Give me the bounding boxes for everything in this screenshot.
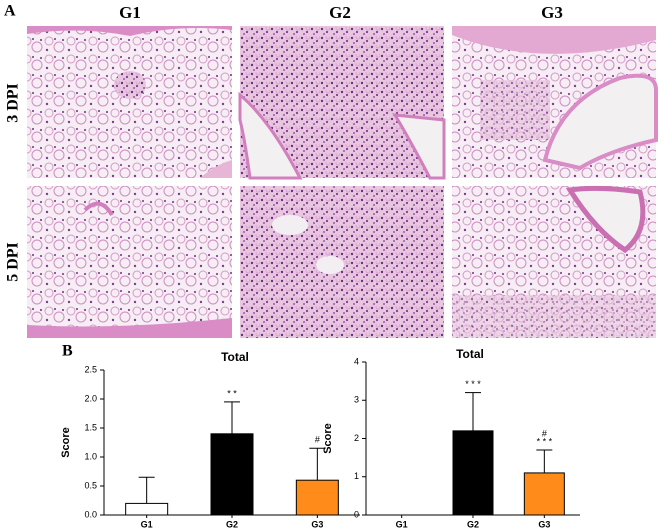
y-tick-label: 1 [354,471,359,481]
significance-mark: # [542,428,547,438]
y-tick-label: 4 [354,356,359,366]
infiltrate [452,295,656,338]
panel-label: A [4,3,16,20]
significance-mark: * * [227,388,237,398]
error-bar [465,392,481,431]
airway [238,91,303,180]
alveolus [272,215,308,235]
bar [210,433,254,516]
x-tick-label: G2 [226,519,238,529]
micrograph [27,186,232,338]
bar [452,430,494,516]
micrograph [27,26,232,178]
y-tick-label: 2.5 [84,364,97,374]
y-tick-label: 1.5 [84,422,97,432]
y-tick-label: 0.0 [84,509,97,519]
error-bar [138,476,155,504]
y-tick-label: 3 [354,395,359,405]
vessel [542,73,658,171]
significance-mark: * * * [537,436,553,446]
column-header: G2 [329,3,351,22]
significance-mark: * * * [465,379,481,389]
x-tick-label: G1 [396,519,408,529]
bar [125,502,169,516]
y-tick-label: 0 [354,509,359,519]
column-header: G3 [541,3,563,22]
tissue-edge [200,160,232,178]
vessel [565,185,646,254]
chart-title: Total [456,347,484,361]
y-tick-label: 1.0 [84,451,97,461]
tissue-edge [452,26,656,54]
y-axis-label: Score [60,427,72,458]
y-tick-label: 2 [354,433,359,443]
tissue-edge [27,26,232,36]
y-tick-label: 0.5 [84,480,97,490]
y-tick-label: 2.0 [84,393,97,403]
error-bar [309,447,326,481]
alveolus [316,256,344,274]
x-tick-label: G1 [141,519,153,529]
charts: Total Score 0.0 0.5 1.0 1.5 2.0 2.5 G1 G2 G3 * * # To… [60,347,580,529]
airway [392,113,446,180]
column-header: G1 [119,3,141,22]
panel-label: B [62,343,73,360]
error-bar [224,401,240,434]
bar [295,479,339,516]
chart-title: Total [221,350,249,364]
y-axis-label: Score [322,423,334,454]
row-label: 3 DPI [5,83,22,123]
bar [523,472,565,516]
x-tick-label: G3 [538,519,550,529]
x-tick-label: G3 [311,519,323,529]
micrographs [27,26,658,338]
significance-mark: # [315,435,320,445]
tissue-edge [27,318,232,338]
bronchiole [83,201,114,217]
error-bar [536,449,553,473]
infiltrate [480,80,550,140]
infiltrate [114,71,146,99]
x-tick-label: G2 [467,519,479,529]
row-label: 5 DPI [5,242,22,282]
